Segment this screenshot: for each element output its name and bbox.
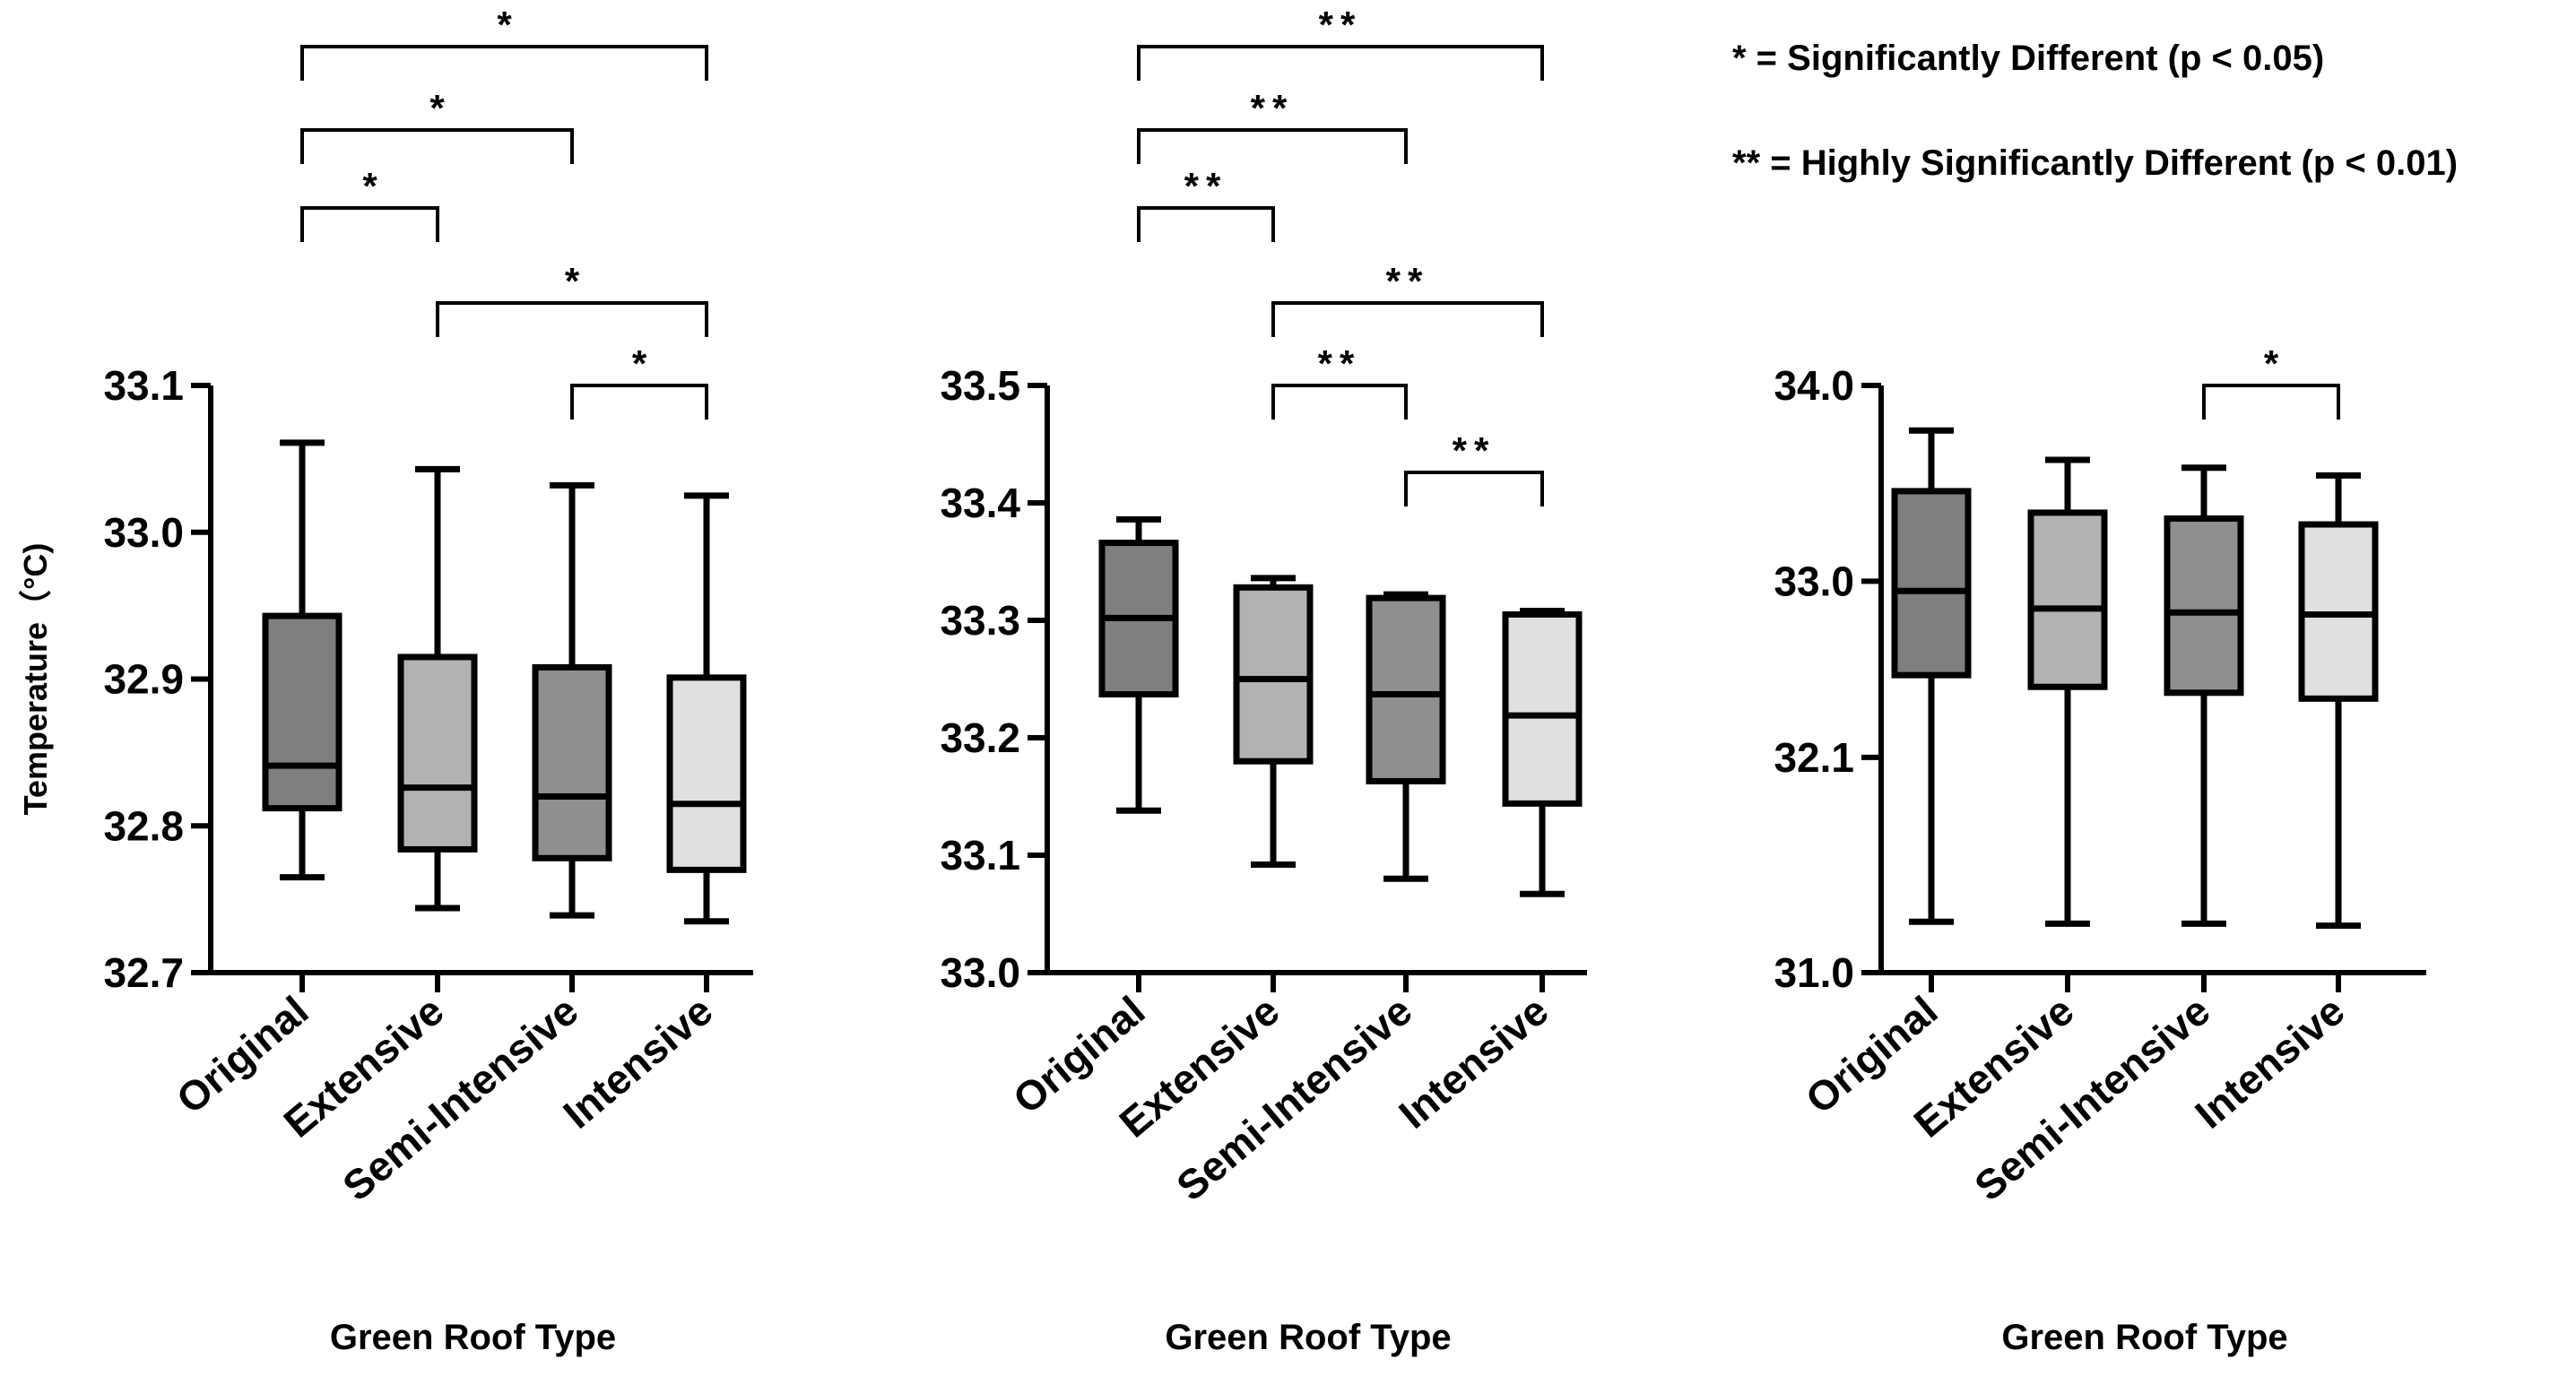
x-axis-title: Green Roof Type bbox=[2001, 1318, 2287, 1357]
significance-bracket bbox=[570, 384, 708, 420]
box-iqr bbox=[1891, 488, 1972, 679]
significance-bracket bbox=[2202, 384, 2340, 420]
box-iqr bbox=[397, 654, 478, 853]
y-tick-label: 33.3 bbox=[940, 597, 1020, 644]
box-intensive bbox=[2298, 472, 2379, 930]
x-axis-title: Green Roof Type bbox=[1165, 1318, 1451, 1357]
x-tick-label: Intensive bbox=[554, 987, 721, 1138]
significance-bracket bbox=[1137, 128, 1408, 164]
box-semi-intensive bbox=[1366, 591, 1446, 882]
x-axis-title: Green Roof Type bbox=[330, 1318, 616, 1357]
y-tick-label: 33.0 bbox=[103, 509, 184, 556]
legend-entry: ** = Highly Significantly Different (p <… bbox=[1732, 143, 2458, 183]
significance-marker: * bbox=[429, 87, 445, 129]
significance-bracket bbox=[436, 301, 708, 337]
significance-bracket bbox=[1137, 206, 1275, 242]
y-tick-label: 34.0 bbox=[1774, 362, 1854, 409]
significance-marker: ** bbox=[1319, 4, 1363, 46]
y-axis-title: Temperature（°C) bbox=[17, 543, 54, 816]
significance-legend: * = Significantly Different (p < 0.05) **… bbox=[1732, 39, 2458, 183]
x-tick-label: Semi-Intensive bbox=[1965, 987, 2218, 1210]
box-original bbox=[262, 439, 343, 881]
significance-marker: * bbox=[362, 165, 377, 207]
significance-marker: ** bbox=[1318, 342, 1362, 385]
box-extensive bbox=[2027, 456, 2108, 927]
significance-bracket bbox=[300, 128, 574, 164]
significance-marker: ** bbox=[1386, 260, 1430, 302]
y-tick-label: 32.9 bbox=[103, 656, 184, 703]
box-iqr bbox=[1233, 584, 1314, 765]
significance-marker: ** bbox=[1453, 429, 1496, 472]
y-tick-label: 33.4 bbox=[940, 480, 1020, 526]
significance-bracket bbox=[1271, 301, 1544, 337]
y-tick-label: 33.0 bbox=[1774, 558, 1854, 604]
significance-marker: ** bbox=[1251, 87, 1295, 129]
significance-bracket bbox=[1404, 471, 1544, 506]
box-iqr bbox=[262, 612, 343, 812]
box-iqr bbox=[1366, 594, 1446, 784]
box-extensive bbox=[397, 465, 478, 912]
significance-marker: * bbox=[2264, 342, 2279, 385]
x-tick-label: Intensive bbox=[2186, 987, 2353, 1138]
box-iqr bbox=[666, 674, 747, 873]
box-intensive bbox=[1502, 608, 1583, 897]
box-intensive bbox=[666, 492, 747, 925]
box-original bbox=[1891, 427, 1972, 925]
y-tick-label: 33.2 bbox=[940, 714, 1020, 761]
chart-panel-2: 33.033.133.233.333.433.5OriginalExtensiv… bbox=[940, 4, 1587, 1357]
box-iqr bbox=[2027, 509, 2108, 690]
significance-marker: * bbox=[497, 4, 512, 46]
box-iqr bbox=[532, 663, 612, 861]
box-extensive bbox=[1233, 575, 1314, 868]
y-tick-label: 33.1 bbox=[103, 362, 184, 409]
y-tick-label: 31.0 bbox=[1774, 949, 1854, 996]
significance-bracket bbox=[1137, 45, 1544, 81]
y-tick-label: 33.1 bbox=[940, 832, 1020, 879]
box-original bbox=[1098, 515, 1179, 814]
y-tick-label: 32.7 bbox=[103, 949, 184, 996]
y-tick-label: 33.5 bbox=[940, 362, 1020, 409]
y-tick-label: 32.8 bbox=[103, 802, 184, 849]
box-semi-intensive bbox=[532, 481, 612, 919]
chart-panel-1: 32.732.832.933.033.1OriginalExtensiveSem… bbox=[17, 4, 753, 1357]
significance-bracket bbox=[300, 206, 439, 242]
box-iqr bbox=[1502, 610, 1583, 807]
chart-panel-3: 31.032.133.034.0OriginalExtensiveSemi-In… bbox=[1774, 342, 2426, 1357]
x-tick-label: Intensive bbox=[1390, 987, 1557, 1138]
significance-bracket bbox=[1271, 384, 1408, 420]
legend-entry: * = Significantly Different (p < 0.05) bbox=[1732, 39, 2324, 78]
significance-marker: ** bbox=[1184, 165, 1228, 207]
x-tick-label: Semi-Intensive bbox=[1167, 987, 1420, 1210]
y-tick-label: 32.1 bbox=[1774, 734, 1854, 781]
significance-marker: * bbox=[632, 342, 647, 385]
x-tick-label: Semi-Intensive bbox=[334, 987, 586, 1210]
significance-bracket bbox=[300, 45, 708, 81]
box-iqr bbox=[2164, 515, 2244, 697]
box-semi-intensive bbox=[2164, 464, 2244, 927]
significance-marker: * bbox=[565, 260, 580, 302]
y-tick-label: 33.0 bbox=[940, 949, 1020, 996]
